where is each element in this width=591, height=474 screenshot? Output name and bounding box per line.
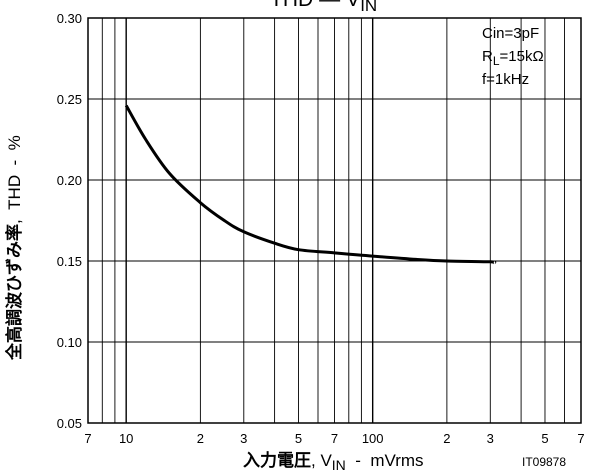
x-tick-label: 100 (362, 431, 384, 446)
chart-title-sub: IN (360, 0, 377, 15)
x-tick-label: 7 (84, 431, 91, 446)
x-tick-label: 7 (577, 431, 584, 446)
x-axis-label: 入力電圧, VIN - mVrms (243, 450, 424, 473)
y-tick-label: 0.05 (57, 416, 82, 431)
condition-f: f=1kHz (482, 71, 529, 88)
y-tick-label: 0.10 (57, 335, 82, 350)
chart-title: THD — VIN (270, 0, 377, 15)
x-tick-label: 5 (295, 431, 302, 446)
x-tick-label: 5 (541, 431, 548, 446)
y-tick-label: 0.15 (57, 254, 82, 269)
condition-cin: Cin=3pF (482, 25, 539, 42)
y-tick-labels: 0.05 0.10 0.15 0.20 0.25 0.30 (57, 11, 82, 431)
series-line (124, 104, 497, 265)
y-tick-label: 0.25 (57, 92, 82, 107)
conditions-box: Cin=3pF RL=15kΩ f=1kHz (482, 25, 544, 88)
y-axis-label: 全高調波ひずみ率, THD - % (4, 135, 24, 361)
y-tick-label: 0.20 (57, 173, 82, 188)
grid-lines (88, 18, 581, 423)
x-tick-label: 2 (197, 431, 204, 446)
x-tick-label: 10 (119, 431, 133, 446)
x-tick-label: 3 (487, 431, 494, 446)
plot-frame (87, 17, 582, 424)
x-tick-label: 7 (331, 431, 338, 446)
figure-id: IT09878 (522, 455, 566, 469)
x-tick-labels: 7 10 2 3 5 7 100 2 3 5 7 (84, 431, 584, 446)
chart-title-v: V (346, 0, 360, 11)
chart-title-dash: — (319, 0, 340, 11)
y-tick-label: 0.30 (57, 11, 82, 26)
x-tick-label: 2 (443, 431, 450, 446)
x-tick-label: 3 (240, 431, 247, 446)
chart-title-main: THD (270, 0, 313, 11)
condition-rl: RL=15kΩ (482, 48, 544, 68)
